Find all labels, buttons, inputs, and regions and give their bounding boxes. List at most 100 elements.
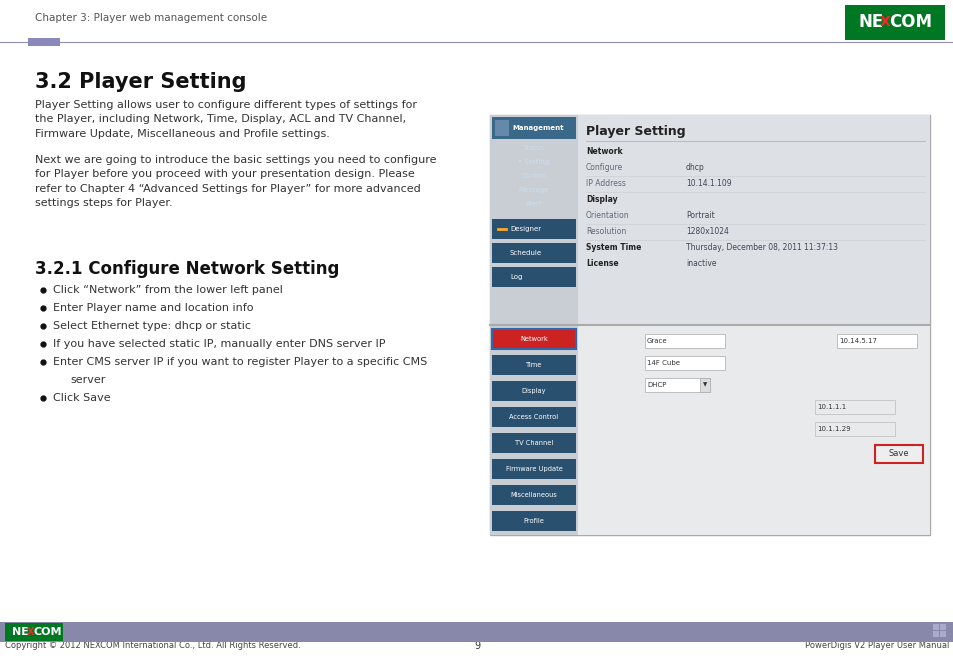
Text: Miscellaneous: Miscellaneous xyxy=(510,492,557,498)
Text: Select Ethernet type: dhcp or static: Select Ethernet type: dhcp or static xyxy=(53,321,251,331)
Text: IP Address: IP Address xyxy=(585,179,625,188)
Bar xyxy=(492,381,576,401)
Text: Network: Network xyxy=(519,336,547,342)
Bar xyxy=(28,38,60,46)
Text: Resolution: Resolution xyxy=(585,227,625,236)
Bar xyxy=(932,624,938,630)
Text: Portrait: Portrait xyxy=(685,211,714,220)
Text: Configure: Configure xyxy=(585,163,622,172)
Text: 10.14.5.17: 10.14.5.17 xyxy=(838,338,876,344)
Text: Firmware Update: Firmware Update xyxy=(505,466,562,472)
Text: Location:: Location: xyxy=(589,357,624,366)
Text: Click “Network” from the lower left panel: Click “Network” from the lower left pane… xyxy=(53,285,283,295)
Bar xyxy=(0,622,953,642)
Text: IP Address:: IP Address: xyxy=(589,401,632,410)
Text: 10.14.1.109: 10.14.1.109 xyxy=(644,403,690,411)
Text: X: X xyxy=(879,15,890,29)
Text: Grace: Grace xyxy=(646,338,667,344)
Text: NE: NE xyxy=(12,627,29,637)
Text: Profile: Profile xyxy=(523,518,544,524)
Text: X: X xyxy=(27,627,34,637)
Text: 3.2.1 Configure Network Setting: 3.2.1 Configure Network Setting xyxy=(35,260,339,278)
Text: Orientation: Orientation xyxy=(585,211,629,220)
Text: Next we are going to introduce the basic settings you need to configure
for Play: Next we are going to introduce the basic… xyxy=(35,155,436,208)
Text: Alert: Alert xyxy=(525,201,541,207)
Text: 10.1.1.29: 10.1.1.29 xyxy=(816,426,850,432)
Text: Access Control: Access Control xyxy=(509,414,558,420)
Text: System Time: System Time xyxy=(585,243,640,252)
Bar xyxy=(939,631,945,637)
Bar xyxy=(814,422,894,436)
Text: 10.1.1.1: 10.1.1.1 xyxy=(816,404,845,410)
Text: ▼: ▼ xyxy=(702,382,706,388)
Text: DNS1:: DNS1: xyxy=(784,401,808,410)
Text: 14F Cube: 14F Cube xyxy=(646,360,679,366)
Bar xyxy=(492,219,576,239)
Bar xyxy=(492,433,576,453)
Text: Enter CMS server IP if you want to register Player to a specific CMS: Enter CMS server IP if you want to regis… xyxy=(53,357,427,367)
Bar xyxy=(490,325,578,535)
Text: Control: Control xyxy=(521,173,546,179)
Text: TV Channel: TV Channel xyxy=(515,440,553,446)
Text: Player Setting allows user to configure different types of settings for
the Play: Player Setting allows user to configure … xyxy=(35,100,416,139)
Bar xyxy=(644,334,724,348)
Text: Display: Display xyxy=(585,195,617,204)
Bar xyxy=(492,511,576,531)
Bar xyxy=(700,378,709,392)
Text: NE: NE xyxy=(858,13,883,31)
Text: • Setting: • Setting xyxy=(517,159,549,165)
Text: Enter Player name and location info: Enter Player name and location info xyxy=(53,303,253,313)
Text: DHCP: DHCP xyxy=(646,382,666,388)
Text: Player Setting: Player Setting xyxy=(585,125,685,138)
Text: 255.255.255.0: 255.255.255.0 xyxy=(644,425,700,433)
Text: Schedule: Schedule xyxy=(510,250,541,256)
Bar xyxy=(490,115,929,535)
Bar xyxy=(492,267,576,287)
Text: Thursday, December 08, 2011 11:37:13: Thursday, December 08, 2011 11:37:13 xyxy=(685,243,837,252)
Text: Save: Save xyxy=(888,450,908,458)
Text: Message: Message xyxy=(518,187,549,193)
Text: server: server xyxy=(70,375,105,385)
Bar xyxy=(644,378,709,392)
Text: Time: Time xyxy=(525,362,541,368)
Bar xyxy=(492,329,576,349)
Bar xyxy=(492,407,576,427)
Text: 3.2 Player Setting: 3.2 Player Setting xyxy=(35,72,246,92)
Text: License: License xyxy=(585,259,618,268)
Text: 10.14.1.254: 10.14.1.254 xyxy=(644,446,690,456)
Bar xyxy=(939,624,945,630)
Text: Display: Display xyxy=(521,388,546,394)
Bar xyxy=(644,356,724,370)
Text: CMS Server:: CMS Server: xyxy=(784,335,830,344)
Text: Chapter 3: Player web management console: Chapter 3: Player web management console xyxy=(35,13,267,23)
Text: 9: 9 xyxy=(474,641,479,651)
Text: Designer: Designer xyxy=(510,226,540,232)
Text: PowerDigis V2 Player User Manual: PowerDigis V2 Player User Manual xyxy=(803,642,948,650)
Text: Copyright © 2012 NEXCOM International Co., Ltd. All Rights Reserved.: Copyright © 2012 NEXCOM International Co… xyxy=(5,642,300,650)
Bar xyxy=(495,120,509,136)
Bar xyxy=(874,445,923,463)
Bar xyxy=(490,115,929,325)
Text: Netmask:: Netmask: xyxy=(589,423,626,432)
Bar xyxy=(490,325,929,535)
Bar xyxy=(932,631,938,637)
Bar xyxy=(490,115,578,325)
Text: Ethernet:: Ethernet: xyxy=(589,379,625,388)
Bar xyxy=(492,485,576,505)
Text: 1280x1024: 1280x1024 xyxy=(685,227,728,236)
Bar xyxy=(492,459,576,479)
Text: Management: Management xyxy=(512,125,563,131)
Text: inactive: inactive xyxy=(685,259,716,268)
Text: DNS2:: DNS2: xyxy=(784,423,808,432)
Text: Player Name:: Player Name: xyxy=(589,335,640,344)
Text: Network: Network xyxy=(585,147,622,156)
Text: Gateway:: Gateway: xyxy=(589,445,625,454)
Text: COM: COM xyxy=(888,13,931,31)
Text: COM: COM xyxy=(34,627,63,637)
Text: If you have selected static IP, manually enter DNS server IP: If you have selected static IP, manually… xyxy=(53,339,385,349)
Bar xyxy=(492,355,576,375)
Text: 10.14.1.109: 10.14.1.109 xyxy=(685,179,731,188)
Bar xyxy=(492,117,576,139)
Text: Status: Status xyxy=(522,145,544,151)
Bar xyxy=(814,400,894,414)
